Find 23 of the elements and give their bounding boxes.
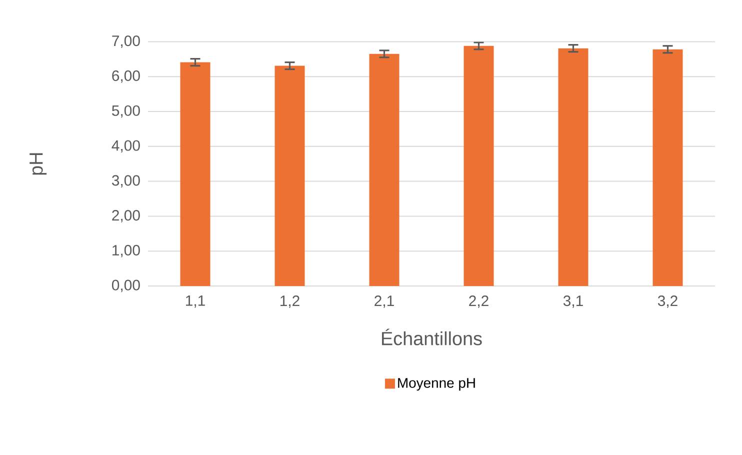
x-tick-label: 1,2: [280, 296, 300, 308]
x-axis-title: Échantillons: [382, 328, 482, 346]
bar: [464, 46, 494, 286]
x-tick-label: 3,1: [563, 296, 583, 308]
y-tick-label: 6,00: [112, 70, 140, 83]
bar: [180, 62, 210, 286]
y-tick-label: 1,00: [112, 244, 140, 258]
x-tick-label: 3,2: [658, 296, 678, 308]
y-tick-label: 5,00: [112, 105, 140, 118]
y-tick-label: 7,00: [112, 36, 140, 48]
bar: [274, 66, 305, 286]
y-tick-label: 4,00: [112, 140, 140, 153]
x-tick-label: 1,1: [186, 296, 205, 308]
legend-label: Moyenne pH: [398, 378, 475, 391]
y-tick-label: 3,00: [112, 175, 140, 188]
x-tick-label: 2,2: [469, 296, 488, 308]
x-tick-label: 2,1: [374, 296, 394, 308]
bar: [369, 54, 400, 286]
y-tick-label: 2,00: [112, 210, 140, 222]
y-tick-label: 0,00: [112, 280, 140, 292]
bar: [558, 48, 588, 286]
y-axis-title: pH: [30, 153, 47, 175]
bar: [652, 49, 683, 286]
